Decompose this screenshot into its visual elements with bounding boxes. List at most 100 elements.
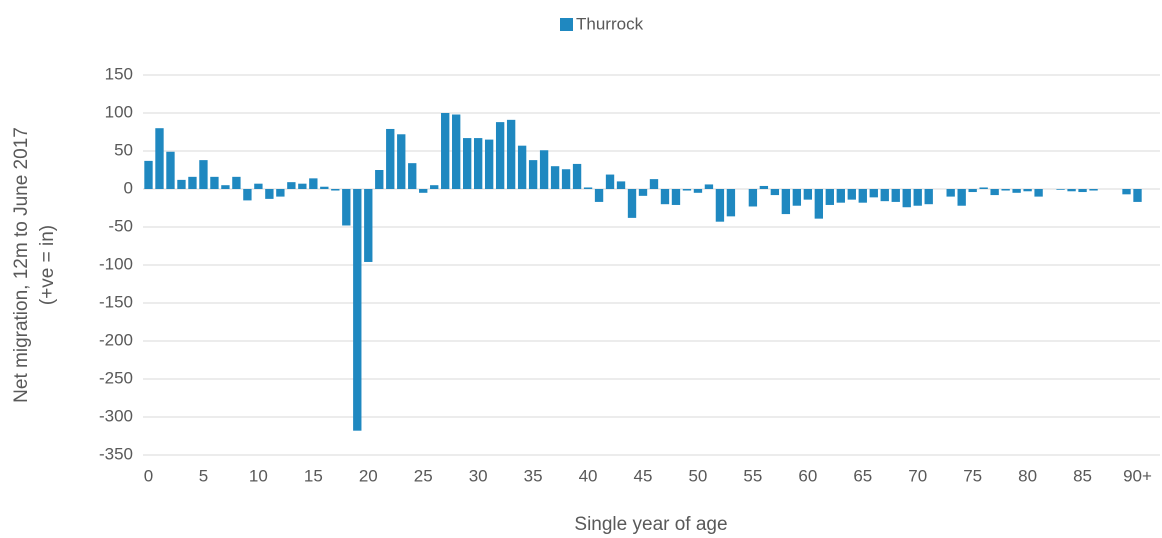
legend-label: Thurrock — [576, 14, 644, 33]
y-tick-label: -250 — [99, 368, 133, 387]
bar — [825, 189, 834, 205]
bar — [320, 186, 329, 189]
bar — [353, 189, 362, 431]
bar — [386, 128, 395, 189]
bar — [814, 189, 823, 219]
bar — [726, 189, 736, 217]
bar — [397, 134, 406, 189]
x-tick-label: 75 — [963, 466, 982, 485]
bar — [221, 185, 230, 189]
bar — [276, 189, 285, 197]
bar — [473, 138, 483, 189]
bar — [1001, 189, 1010, 191]
bar — [408, 163, 417, 189]
bar — [342, 189, 351, 226]
bar — [309, 178, 318, 189]
y-tick-label: 100 — [105, 102, 133, 121]
bar — [1122, 189, 1131, 195]
bar — [1133, 189, 1142, 202]
bar — [902, 189, 911, 208]
bar — [419, 189, 428, 193]
bar — [1078, 189, 1087, 193]
bar — [671, 189, 681, 205]
y-tick-label: -50 — [108, 216, 133, 235]
bar — [463, 138, 472, 189]
bar — [1012, 189, 1021, 193]
bar — [990, 189, 999, 196]
y-tick-label: 0 — [124, 178, 133, 197]
x-tick-label: 45 — [634, 466, 653, 485]
bar — [561, 169, 571, 189]
bar — [177, 179, 186, 189]
bar — [1034, 189, 1043, 197]
bar — [254, 183, 263, 189]
bar — [660, 189, 670, 205]
bar — [968, 189, 977, 193]
bar — [166, 151, 175, 189]
bar — [979, 187, 988, 189]
bar — [913, 189, 922, 206]
x-tick-label: 0 — [144, 466, 153, 485]
bar — [682, 189, 692, 191]
x-tick-label: 90+ — [1123, 466, 1152, 485]
y-axis-title: (+ve = in) — [37, 225, 58, 305]
x-tick-label: 25 — [414, 466, 433, 485]
x-tick-label: 10 — [249, 466, 268, 485]
bar — [891, 189, 900, 202]
bar — [452, 114, 461, 189]
bar — [232, 176, 241, 189]
bar — [517, 145, 527, 189]
bar — [155, 128, 164, 189]
bar — [649, 179, 659, 189]
bar — [1089, 189, 1098, 191]
bar — [693, 189, 703, 193]
x-tick-label: 20 — [359, 466, 378, 485]
y-tick-label: 50 — [114, 140, 133, 159]
x-tick-label: 65 — [853, 466, 872, 485]
bar — [331, 189, 340, 191]
x-tick-label: 80 — [1018, 466, 1037, 485]
x-tick-label: 85 — [1073, 466, 1092, 485]
bar — [539, 150, 549, 189]
bar — [583, 187, 593, 189]
x-tick-label: 30 — [469, 466, 488, 485]
x-tick-label: 35 — [524, 466, 543, 485]
bar — [715, 189, 725, 222]
bar — [957, 189, 966, 206]
bar — [441, 113, 450, 189]
bar — [803, 189, 813, 200]
bar — [616, 181, 626, 189]
bar — [550, 166, 560, 189]
bar — [1067, 189, 1076, 192]
x-tick-label: 70 — [908, 466, 927, 485]
bar — [265, 189, 274, 199]
x-axis-title: Single year of age — [574, 514, 727, 535]
bar — [759, 185, 769, 189]
x-tick-label: 5 — [199, 466, 208, 485]
bar — [528, 160, 538, 189]
x-tick-label: 60 — [798, 466, 817, 485]
bar — [869, 189, 878, 198]
bar — [484, 139, 494, 189]
x-tick-label: 40 — [579, 466, 598, 485]
bar — [144, 160, 153, 189]
bar — [704, 184, 714, 189]
bar — [210, 176, 219, 189]
x-tick-label: 55 — [743, 466, 762, 485]
bar — [770, 189, 780, 196]
bar — [199, 160, 208, 189]
bar — [880, 189, 889, 202]
bar — [605, 174, 615, 189]
bar — [627, 189, 637, 218]
bar — [430, 185, 439, 189]
bar — [781, 189, 791, 215]
bar — [847, 189, 856, 200]
bar — [188, 176, 197, 189]
bar — [748, 189, 758, 207]
bar — [375, 170, 384, 189]
bar — [924, 189, 933, 205]
x-tick-label: 15 — [304, 466, 323, 485]
bar — [506, 119, 516, 189]
bar — [1023, 189, 1032, 192]
